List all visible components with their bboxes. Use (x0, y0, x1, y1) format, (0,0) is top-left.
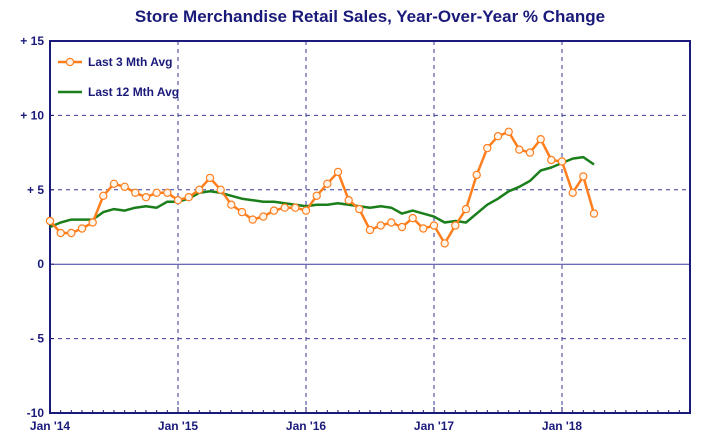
data-point-3mth (88, 218, 97, 227)
data-point-3mth (472, 170, 481, 180)
data-point-3mth (291, 203, 300, 212)
data-point-3mth (397, 222, 407, 232)
data-point-3mth (355, 204, 364, 214)
data-point-3mth (568, 188, 577, 197)
data-point-3mth (237, 207, 247, 217)
data-point-3mth (269, 206, 279, 215)
data-point-3mth (461, 204, 471, 214)
data-point-3mth (227, 200, 236, 209)
data-point-3mth (56, 228, 65, 238)
x-tick-label: Jan '16 (286, 419, 327, 433)
data-point-3mth (451, 221, 460, 230)
y-tick-label: + 5 (27, 183, 44, 197)
data-point-3mth (387, 218, 396, 227)
y-tick-label: + 15 (20, 34, 44, 48)
data-point-3mth (440, 239, 449, 248)
legend-marker-3mth (65, 57, 75, 67)
chart-title: Store Merchandise Retail Sales, Year-Ove… (135, 7, 605, 26)
data-point-3mth (301, 206, 311, 215)
y-tick-label: 0 (37, 257, 44, 271)
data-point-3mth (195, 185, 204, 194)
series-layer (45, 127, 599, 248)
data-point-3mth (493, 131, 503, 141)
data-point-3mth (67, 228, 76, 238)
data-point-3mth (344, 195, 353, 205)
legend-label-3mth: Last 3 Mth Avg (88, 55, 172, 69)
data-point-3mth (323, 179, 332, 188)
x-tick-label: Jan '15 (158, 419, 199, 433)
data-point-3mth (141, 192, 151, 202)
data-point-3mth (515, 145, 524, 154)
x-tick-label: Jan '18 (542, 419, 583, 433)
data-point-3mth (77, 224, 87, 233)
data-point-3mth (184, 192, 193, 202)
data-point-3mth (173, 195, 183, 205)
data-point-3mth (408, 213, 417, 223)
data-point-3mth (547, 155, 556, 165)
data-point-3mth (376, 221, 385, 230)
legend-label-12mth: Last 12 Mth Avg (88, 85, 179, 99)
y-tick-label: + 10 (20, 108, 44, 122)
data-point-3mth (163, 188, 172, 197)
data-point-3mth (205, 173, 215, 183)
data-point-3mth (152, 188, 161, 197)
data-point-3mth (99, 191, 108, 200)
data-point-3mth (280, 203, 289, 212)
data-point-3mth (429, 221, 439, 230)
data-point-3mth (579, 172, 588, 181)
data-point-3mth (504, 127, 513, 136)
data-point-3mth (109, 179, 119, 188)
data-point-3mth (333, 167, 343, 177)
data-point-3mth (419, 224, 428, 233)
y-tick-label: - 5 (30, 332, 44, 346)
data-point-3mth (131, 188, 140, 197)
data-point-3mth (45, 216, 55, 226)
x-tick-label: Jan '14 (30, 419, 71, 433)
series-line-3mth (49, 130, 596, 245)
legend: Last 3 Mth Avg Last 12 Mth Avg (58, 55, 179, 99)
data-point-3mth (589, 209, 599, 218)
y-tick-label: -10 (27, 406, 45, 420)
data-point-3mth (216, 185, 225, 194)
data-point-3mth (259, 212, 268, 221)
series-line-12mth (49, 155, 595, 229)
data-point-3mth (483, 143, 492, 153)
data-point-3mth (536, 134, 545, 144)
data-point-3mth (312, 191, 321, 200)
data-point-3mth (248, 215, 257, 224)
data-point-3mth (525, 148, 535, 157)
x-tick-label: Jan '17 (414, 419, 455, 433)
data-point-3mth (365, 225, 375, 235)
data-point-3mth (557, 157, 567, 166)
data-point-3mth (120, 182, 129, 191)
